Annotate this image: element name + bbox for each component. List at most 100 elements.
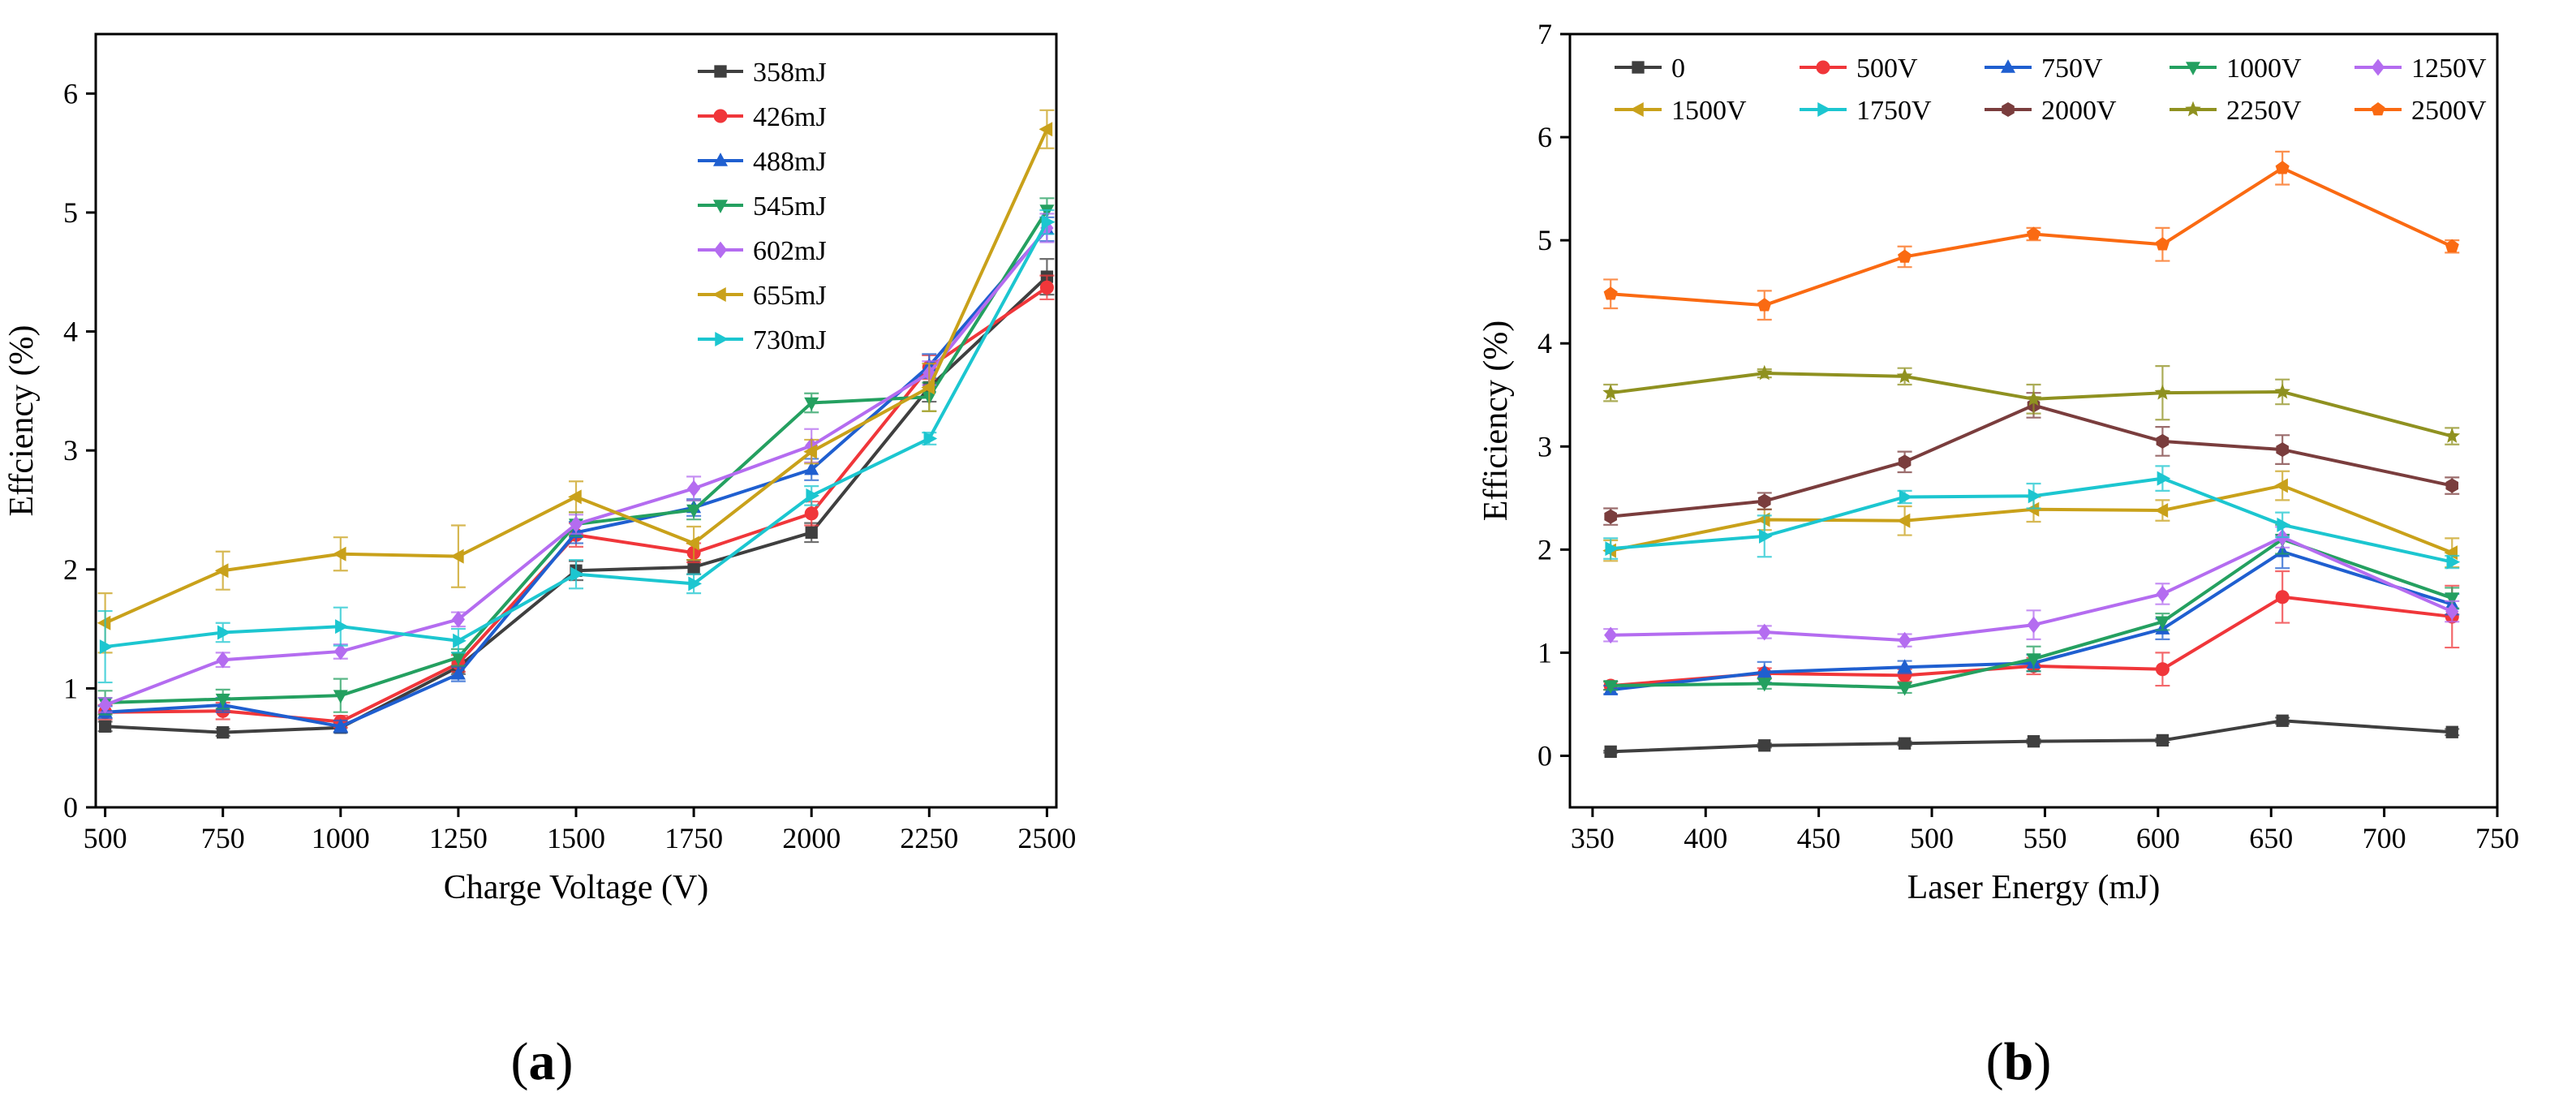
- data-point: [2025, 501, 2040, 517]
- y-tick-label: 5: [63, 196, 78, 229]
- data-point: [1039, 122, 1053, 137]
- data-point: [2446, 554, 2461, 570]
- data-point: [333, 643, 347, 660]
- data-point: [804, 397, 819, 411]
- y-tick-label: 3: [63, 434, 78, 467]
- legend-label: 2000V: [2041, 96, 2117, 126]
- data-point: [1757, 493, 1771, 509]
- legend: 358mJ 426mJ 488mJ 545mJ 602mJ 655mJ 730mJ: [698, 58, 827, 355]
- data-point: [98, 720, 112, 733]
- legend-entry: 426mJ: [698, 102, 827, 132]
- data-point: [2156, 734, 2170, 747]
- data-point: [1898, 737, 1912, 750]
- data-point: [1039, 280, 1054, 295]
- legend-entry: 1500V: [1615, 96, 1747, 126]
- y-axis-label: Efficiency (%): [1477, 321, 1515, 522]
- data-point: [1898, 454, 1912, 470]
- legend-entry: 750V: [1985, 54, 2103, 84]
- x-tick-label: 550: [2023, 822, 2066, 854]
- legend-marker: [2001, 59, 2015, 73]
- legend-marker: [1632, 61, 1645, 74]
- legend-label: 1500V: [1671, 96, 1747, 126]
- legend-marker: [715, 332, 729, 346]
- x-tick-label: 2000: [782, 822, 841, 854]
- data-point: [1604, 745, 1617, 759]
- data-point: [2445, 239, 2459, 253]
- data-point: [2155, 662, 2170, 677]
- data-point: [1898, 249, 1912, 263]
- data-point: [1757, 623, 1771, 641]
- data-point: [2445, 725, 2458, 738]
- x-axis-label: Laser Energy (mJ): [1907, 869, 2161, 906]
- data-point: [687, 561, 700, 574]
- legend-label: 426mJ: [753, 102, 827, 132]
- data-point: [217, 625, 231, 640]
- legend-label: 1250V: [2411, 54, 2487, 84]
- data-point: [2156, 433, 2170, 449]
- legend-label: 500V: [1856, 54, 1918, 84]
- data-point: [98, 696, 112, 714]
- legend-marker: [1630, 102, 1644, 117]
- x-tick-label: 600: [2136, 822, 2180, 854]
- data-point: [2274, 478, 2288, 493]
- data-point: [1041, 214, 1056, 230]
- data-point: [2025, 390, 2042, 407]
- series-2500V: [1603, 150, 2460, 321]
- legend-label: 545mJ: [753, 191, 827, 222]
- data-point: [333, 718, 348, 733]
- data-point: [804, 461, 819, 475]
- data-point: [2277, 517, 2291, 532]
- data-point: [568, 489, 582, 505]
- series-655mJ: [97, 109, 1055, 654]
- series-0: [1603, 714, 2460, 759]
- y-tick-label: 6: [63, 77, 78, 110]
- legend-entry: 358mJ: [698, 58, 827, 88]
- legend-entry: 488mJ: [698, 147, 827, 177]
- y-tick-label: 1: [63, 672, 78, 704]
- legend-marker: [2002, 102, 2015, 117]
- legend-marker: [2371, 58, 2385, 76]
- y-tick-label: 5: [1537, 224, 1552, 256]
- legend-marker: [713, 241, 728, 259]
- legend-marker: [1816, 60, 1830, 75]
- data-point: [2275, 590, 2290, 604]
- data-point: [1757, 664, 1772, 678]
- legend-entry: 545mJ: [698, 191, 827, 222]
- data-point: [2156, 585, 2170, 603]
- y-tick-label: 0: [1537, 739, 1552, 772]
- data-point: [2155, 616, 2170, 630]
- data-point: [2154, 503, 2169, 518]
- data-point: [2445, 603, 2459, 620]
- legend-marker: [713, 153, 728, 166]
- x-axis-label: Charge Voltage (V): [444, 869, 709, 906]
- data-point: [2157, 471, 2171, 486]
- y-tick-label: 2: [63, 553, 78, 586]
- legend-entry: 2000V: [1985, 96, 2117, 126]
- series-line: [105, 209, 1049, 704]
- x-tick-label: 450: [1797, 822, 1841, 854]
- data-point: [2445, 478, 2459, 493]
- panel-label-b: (b): [1986, 1032, 2052, 1091]
- data-point: [1899, 489, 1913, 505]
- legend-entry: 2250V: [2170, 96, 2302, 126]
- chart-panel-b: 350 400 450 500 550 600 650 700 750 0 1 2 3 4 5 6 7 Laser…: [1477, 18, 2519, 906]
- data-point: [450, 652, 466, 666]
- data-point: [2274, 383, 2291, 399]
- data-point: [2275, 161, 2290, 174]
- data-point: [450, 549, 464, 564]
- y-tick-label: 6: [1537, 121, 1552, 153]
- series-602mJ: [97, 213, 1055, 714]
- legend-entry: 1000V: [2170, 54, 2302, 84]
- series-1500V: [1602, 470, 2460, 569]
- data-point: [688, 576, 702, 592]
- legend-marker: [2371, 102, 2385, 116]
- data-point: [2028, 488, 2042, 504]
- x-tick-label: 700: [2363, 822, 2406, 854]
- data-point: [216, 651, 230, 669]
- data-point: [805, 526, 818, 539]
- data-point: [1756, 512, 1770, 527]
- legend-label: 2250V: [2226, 96, 2302, 126]
- x-tick-label: 1500: [547, 822, 605, 854]
- data-point: [1757, 678, 1772, 692]
